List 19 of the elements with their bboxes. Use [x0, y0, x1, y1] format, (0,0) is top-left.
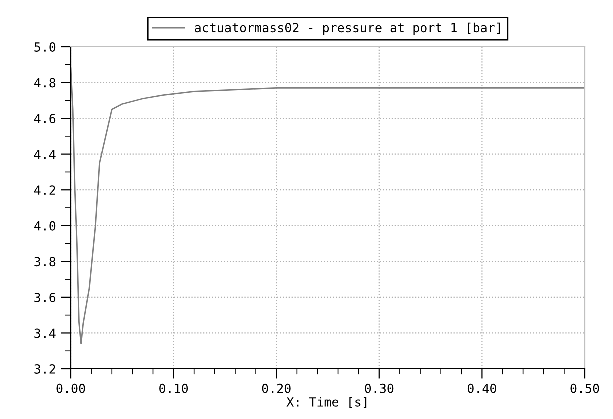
y-tick-label: 3.4 [34, 328, 56, 338]
x-tick-label: 0.30 [365, 384, 394, 394]
y-tick-label: 3.2 [34, 364, 56, 374]
x-tick-label: 0.20 [262, 384, 291, 394]
y-tick-label: 4.2 [34, 186, 56, 195]
y-tick-label: 4.0 [34, 221, 56, 231]
legend-label: actuatormass02 - pressure at port 1 [bar] [195, 22, 500, 35]
x-tick-label: 0.10 [160, 384, 188, 394]
y-tick-label: 4.8 [34, 78, 56, 88]
x-tick-label: 0.40 [468, 384, 496, 394]
y-tick-label: 3.8 [34, 257, 56, 267]
x-tick-label: 0.50 [570, 384, 600, 394]
y-tick-label: 4.4 [34, 150, 56, 160]
y-tick-label: 4.6 [34, 114, 56, 124]
y-tick-label: 3.6 [34, 292, 56, 302]
x-axis-title: X: Time [s] [286, 397, 367, 408]
y-tick-label: 5.0 [34, 42, 56, 52]
line-series [71, 68, 585, 345]
x-tick-label: 0.00 [56, 384, 86, 394]
